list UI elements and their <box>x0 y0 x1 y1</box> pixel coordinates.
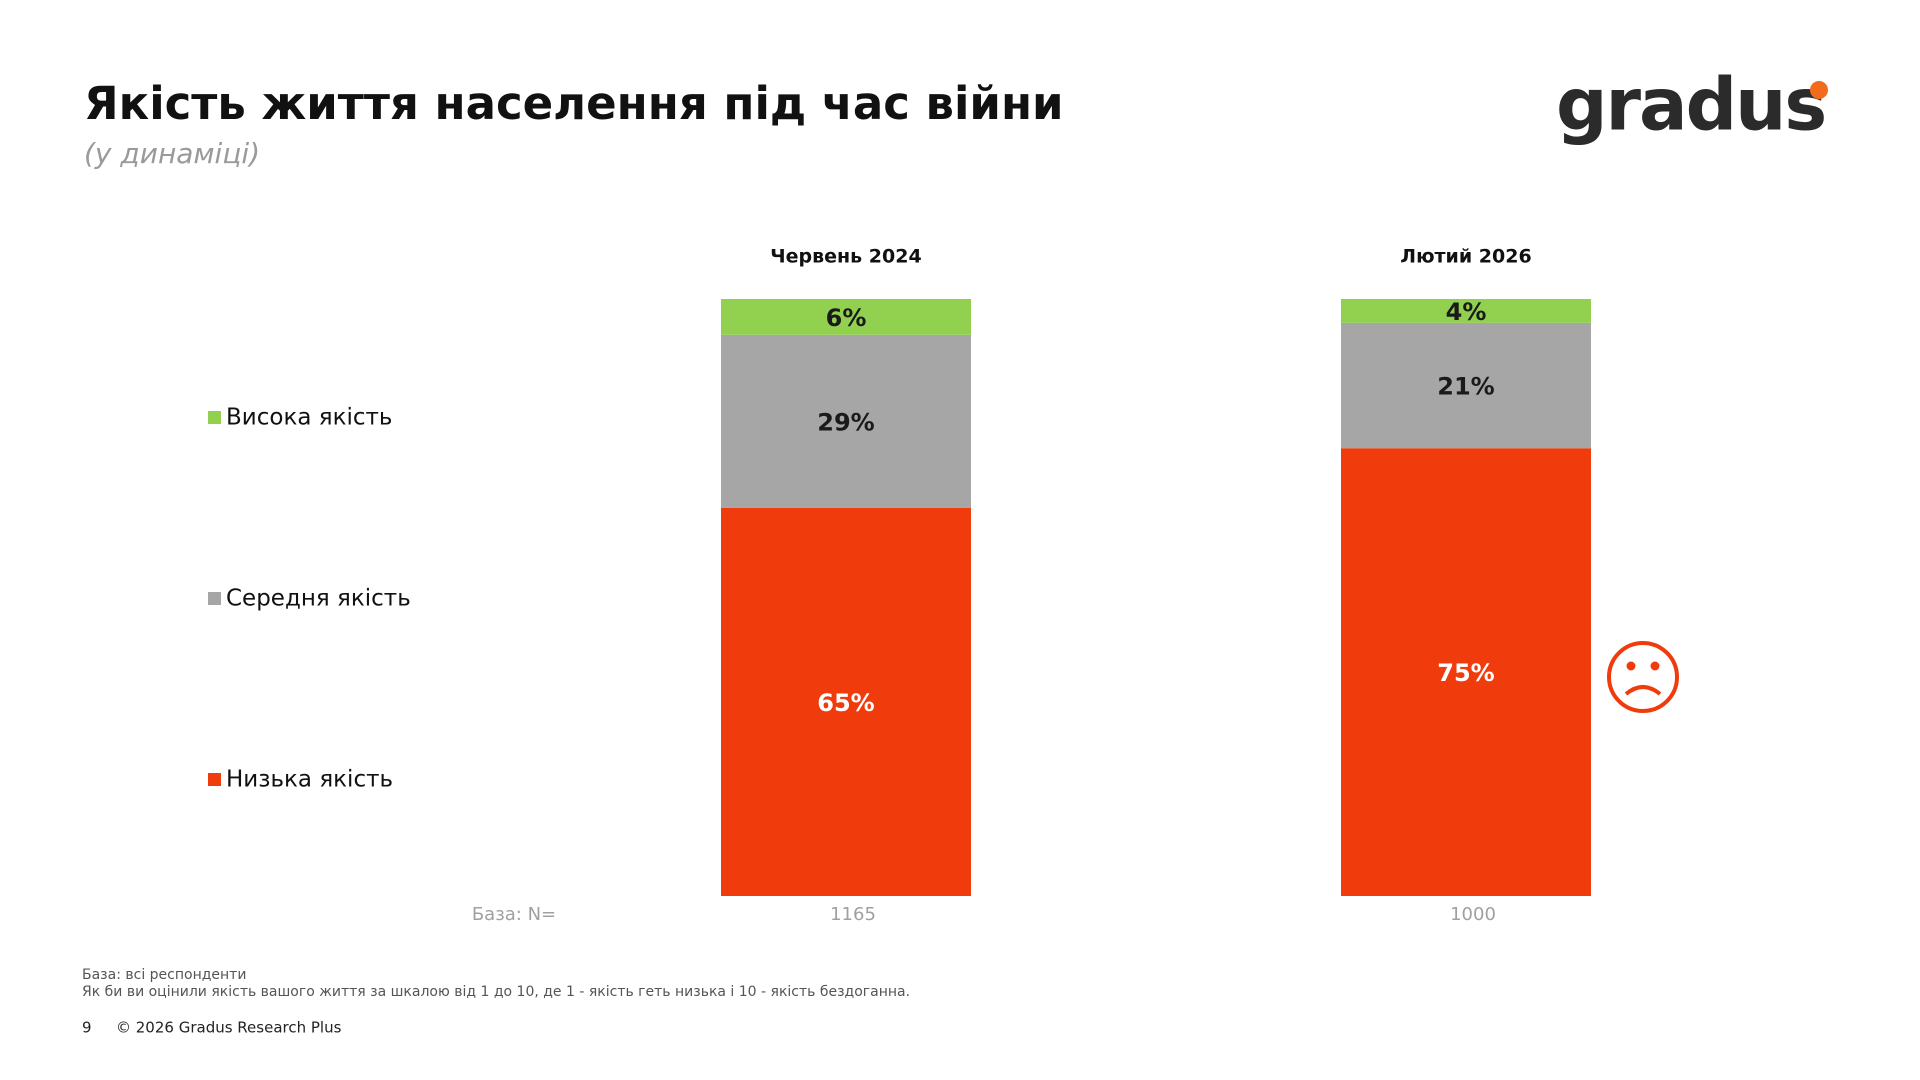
category-label: Лютий 2026 <box>1400 246 1531 268</box>
base-n: 1000 <box>1450 904 1496 925</box>
value-label: 4% <box>1446 298 1487 326</box>
page-number: 9 <box>82 1019 92 1037</box>
base-n: 1165 <box>830 904 876 925</box>
category-label: Червень 2024 <box>770 246 921 268</box>
footnote: Як би ви оцінили якість вашого життя за … <box>82 984 910 1000</box>
legend-label: Низька якість <box>226 767 393 793</box>
bar-segment <box>721 507 971 896</box>
legend-swatch <box>208 411 221 424</box>
value-label: 29% <box>817 408 874 436</box>
legend-swatch <box>208 592 221 605</box>
value-label: 21% <box>1437 373 1494 401</box>
bar-segment <box>1341 299 1591 323</box>
copyright: © 2026 Gradus Research Plus <box>116 1019 342 1037</box>
value-label: 6% <box>826 304 867 332</box>
legend-label: Середня якість <box>226 586 411 612</box>
chart-title: Якість життя населення під час війни <box>84 77 1064 130</box>
logo: gradus <box>1556 63 1825 147</box>
chart-subtitle: (у динаміці) <box>84 137 260 170</box>
bar-segment <box>1341 448 1591 896</box>
legend-swatch <box>208 773 221 786</box>
bar-segment <box>721 299 971 335</box>
value-label: 65% <box>817 689 874 717</box>
footnote: База: всі респонденти <box>82 967 246 983</box>
legend-label: Висока якість <box>226 405 392 431</box>
sad-face-icon <box>1607 641 1679 713</box>
logo-dot <box>1810 81 1828 99</box>
value-label: 75% <box>1437 659 1494 687</box>
bar-segment <box>1341 322 1591 449</box>
base-label: База: N= <box>472 904 556 925</box>
bar-segment <box>721 334 971 508</box>
